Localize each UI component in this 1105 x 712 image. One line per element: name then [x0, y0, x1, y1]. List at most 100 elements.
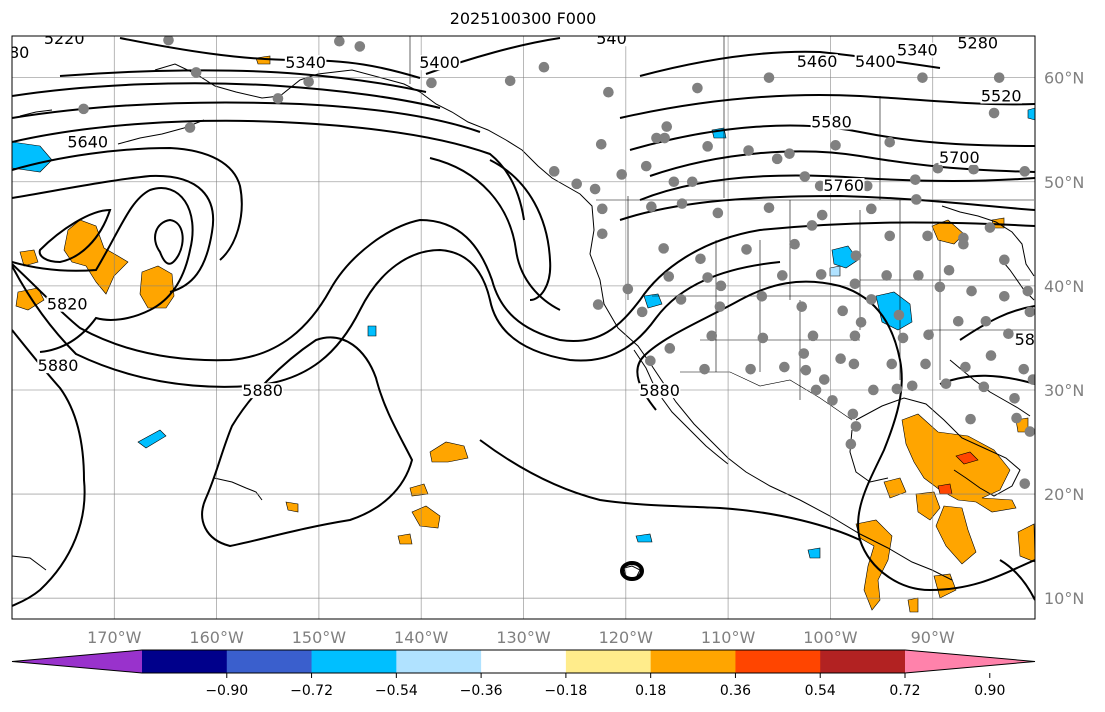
- station-marker: [893, 309, 905, 321]
- station-marker: [664, 343, 676, 354]
- station-marker: [837, 305, 848, 317]
- longitude-tick-label: 170°W: [87, 628, 142, 647]
- station-marker: [847, 408, 859, 420]
- colorbar-tick-label: 0.18: [635, 683, 666, 699]
- contour-label-bg: [854, 54, 897, 70]
- negative-anomaly: [137, 429, 167, 449]
- colorbar-tick-label: 0.54: [805, 683, 836, 699]
- station-marker: [891, 383, 903, 395]
- station-marker: [663, 271, 675, 282]
- station-marker: [184, 122, 196, 133]
- observation-stations: [78, 36, 1035, 489]
- contour-label: 5340: [897, 41, 938, 60]
- station-marker: [668, 176, 680, 188]
- station-marker: [980, 315, 992, 327]
- negative-anomaly: [1027, 107, 1035, 121]
- contour-label: 5820: [47, 295, 88, 314]
- station-marker: [640, 160, 652, 172]
- contour-5760: [429, 157, 561, 311]
- longitude-tick-label: 110°W: [701, 628, 756, 647]
- colorbar-segment: [820, 650, 906, 673]
- station-marker: [699, 363, 710, 375]
- station-marker: [695, 253, 706, 265]
- contour-5700: [12, 174, 215, 293]
- station-marker: [848, 358, 860, 370]
- station-marker: [958, 238, 969, 250]
- station-marker: [426, 77, 437, 89]
- positive-anomaly: [955, 451, 979, 465]
- station-marker: [1018, 363, 1030, 375]
- colorbar: −0.90 −0.72 −0.54 −0.36 −0.18 0.18 0.36 0.54 0.7…: [11, 649, 1036, 699]
- contour-5760: [12, 187, 194, 353]
- station-marker: [800, 364, 812, 376]
- contour-label: 5880: [242, 381, 283, 400]
- contour-label-bg: [980, 88, 1023, 104]
- latitude-tick-label: 10°N: [1044, 589, 1084, 608]
- colorbar-tick-label: −0.18: [544, 683, 587, 699]
- latitude-tick-label: 60°N: [1044, 69, 1084, 88]
- station-marker: [595, 138, 607, 150]
- station-marker: [884, 230, 896, 242]
- station-marker: [968, 163, 979, 175]
- station-marker: [999, 254, 1010, 266]
- contour-label: 5760: [823, 176, 864, 195]
- station-marker: [659, 132, 670, 144]
- station-marker: [988, 107, 1000, 119]
- station-marker: [913, 270, 924, 281]
- station-marker: [850, 250, 862, 261]
- station-marker: [504, 75, 516, 87]
- contour-5640: [12, 146, 243, 261]
- contour-label-bg: [796, 54, 838, 70]
- station-marker: [334, 36, 345, 47]
- station-marker: [190, 67, 202, 78]
- colorbar-segment: [481, 650, 567, 673]
- colorbar-tick-label: 0.36: [720, 683, 751, 699]
- contour-label-bg: [37, 358, 79, 374]
- latitude-tick-label: 40°N: [1044, 277, 1084, 296]
- station-marker: [920, 358, 931, 370]
- station-marker: [548, 166, 560, 177]
- station-marker: [835, 353, 846, 365]
- contour-5520: [619, 94, 1035, 119]
- anomaly-shading: [12, 55, 1035, 613]
- negative-anomaly: [807, 547, 821, 559]
- colorbar-extend-high: [905, 650, 1035, 673]
- station-marker: [571, 178, 582, 190]
- positive-anomaly: [915, 491, 941, 521]
- contour-label-bg: [956, 36, 999, 51]
- station-marker: [830, 140, 841, 151]
- negative-anomaly: [875, 291, 913, 331]
- positive-anomaly: [935, 505, 977, 565]
- station-marker: [651, 132, 662, 144]
- station-marker: [999, 290, 1010, 302]
- station-marker: [881, 270, 892, 281]
- contour-5880: [636, 280, 1035, 592]
- contour-5880: [939, 374, 1035, 385]
- station-marker: [910, 174, 921, 185]
- station-marker: [1027, 374, 1035, 385]
- positive-anomaly: [19, 249, 39, 267]
- station-marker: [984, 222, 996, 233]
- colorbar-segment: [735, 650, 821, 673]
- station-marker: [592, 299, 604, 310]
- contour-label-bg: [896, 42, 939, 58]
- contour-label-bg: [12, 44, 30, 60]
- station-marker: [745, 363, 756, 375]
- positive-anomaly: [933, 573, 957, 599]
- positive-anomaly: [429, 441, 469, 463]
- station-marker: [993, 72, 1005, 83]
- contour-5700: [639, 174, 1035, 201]
- contour-label-bg: [418, 55, 461, 71]
- station-marker: [616, 169, 628, 180]
- station-marker: [779, 361, 790, 373]
- contour-label: 5880: [38, 356, 79, 375]
- station-marker: [1022, 285, 1034, 297]
- positive-anomaly: [1017, 523, 1035, 563]
- colorbar-tick-label: 0.72: [889, 683, 920, 699]
- contour-label: 5400: [855, 52, 896, 71]
- negative-anomaly: [12, 141, 53, 173]
- contour-5880: [12, 248, 781, 388]
- contour-label: 5580: [811, 113, 852, 132]
- station-marker: [960, 361, 971, 373]
